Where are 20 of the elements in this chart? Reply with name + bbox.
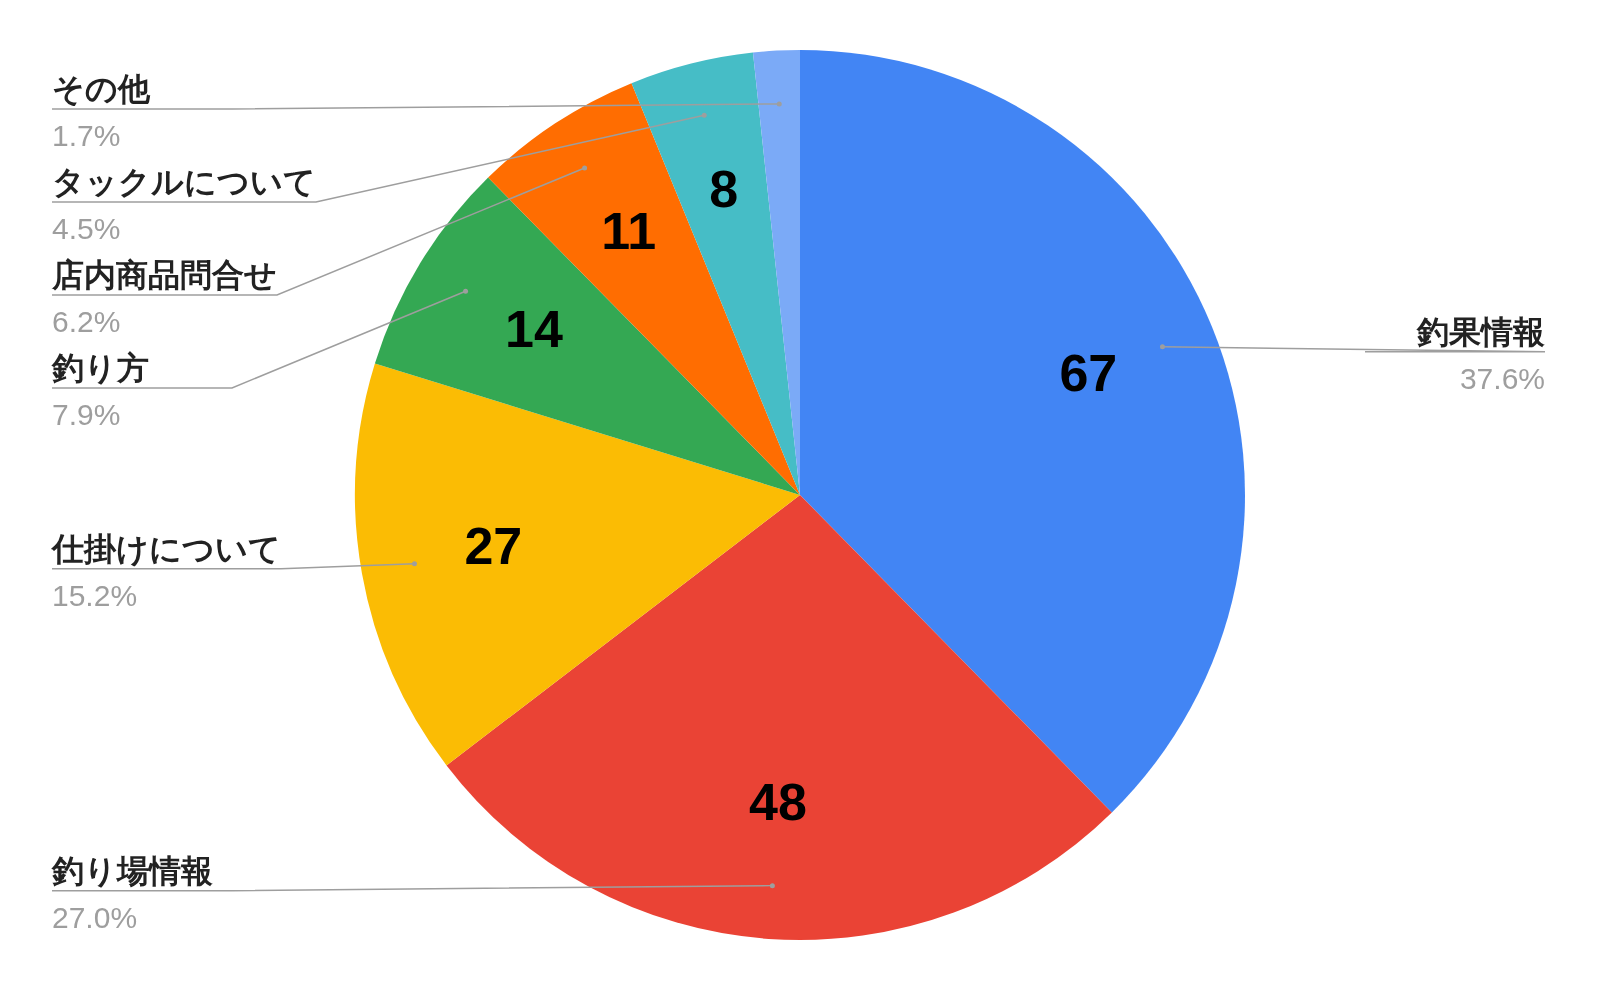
slice-label: 釣り場情報 [51,852,213,889]
slice-label: その他 [52,70,151,107]
text: 1.7% [52,118,121,152]
data-label: 67 [1059,344,1118,403]
text: 15.2% [52,578,138,612]
text: 7.9% [52,397,121,431]
slice-label: 釣り方 [51,349,149,386]
data-label: 14 [505,300,563,359]
data-label: 48 [749,773,807,832]
slice-label: 仕掛けについて [50,530,281,567]
slice-label: タックルについて [52,163,316,200]
text: 27.0% [52,900,138,934]
data-label: 11 [601,202,657,261]
slice-label: 釣果情報 [1416,313,1545,350]
data-label: 27 [464,517,523,576]
text: 6.2% [52,304,121,338]
text: 4.5% [52,211,121,245]
text: 37.6% [1459,361,1545,395]
data-label: 8 [709,160,739,219]
slice-label: 店内商品問合せ [51,256,277,293]
